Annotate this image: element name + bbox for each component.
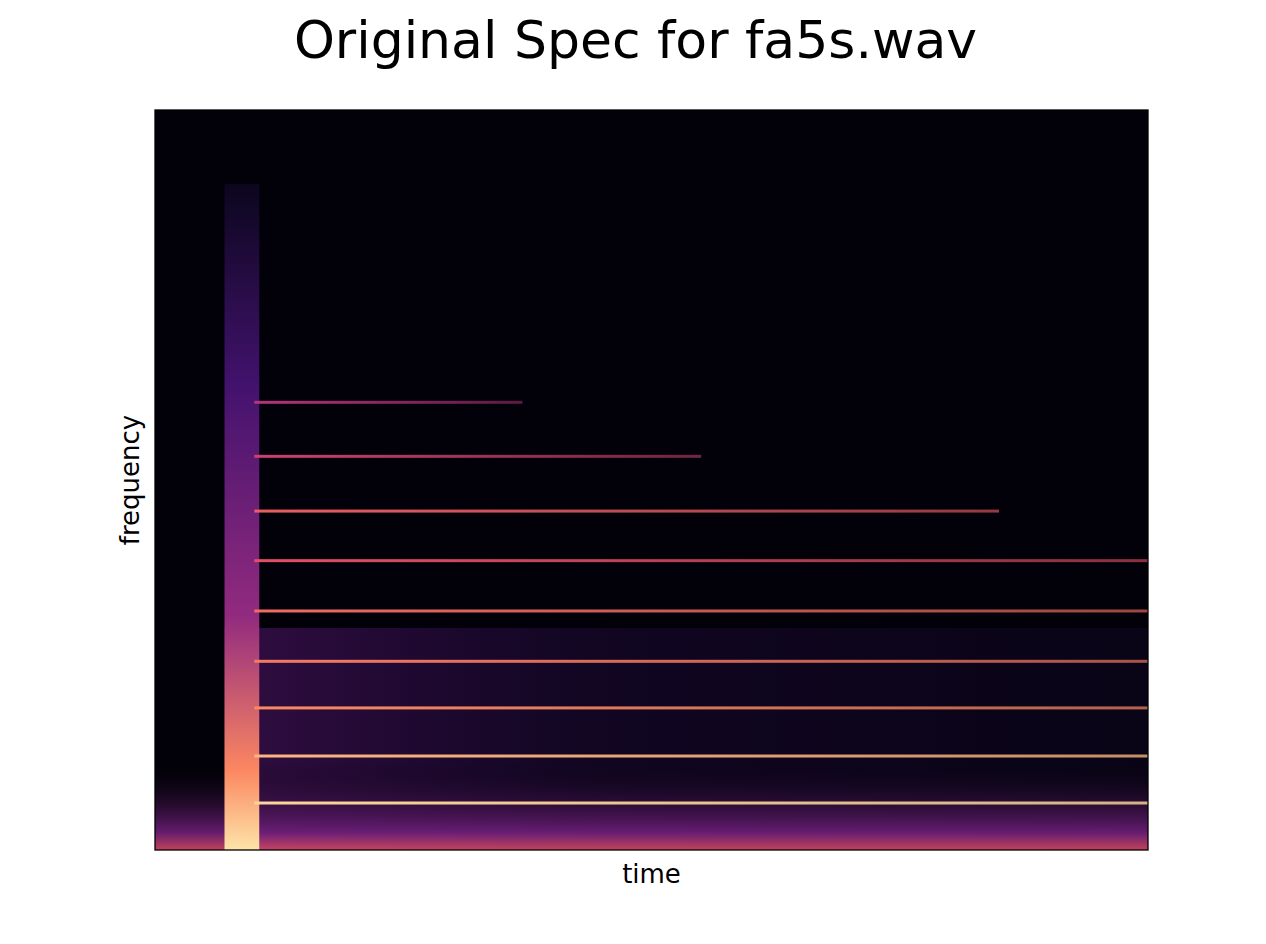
noise-floor: [155, 761, 1148, 850]
harmonic-line: [254, 559, 1148, 562]
y-axis-label: frequency: [115, 415, 145, 545]
harmonic-line: [254, 609, 1148, 612]
harmonic-line: [254, 401, 522, 404]
harmonic-line: [254, 706, 1148, 709]
harmonic-line: [254, 510, 999, 513]
transient: [225, 184, 260, 850]
harmonic-line: [254, 755, 1148, 758]
x-axis-label: time: [622, 859, 681, 889]
plot-frame: [155, 110, 1148, 850]
harmonic-line: [254, 660, 1148, 663]
chart: Original Spec for fa5s.wav time frequency: [0, 0, 1266, 944]
background: [155, 110, 1148, 850]
plot-area: [155, 110, 1148, 850]
chart-root: Original Spec for fa5s.wav time frequency: [0, 0, 1266, 944]
title: Original Spec for fa5s.wav: [294, 10, 977, 70]
harmonic-line: [254, 802, 1148, 805]
harmonic-line: [254, 455, 701, 458]
